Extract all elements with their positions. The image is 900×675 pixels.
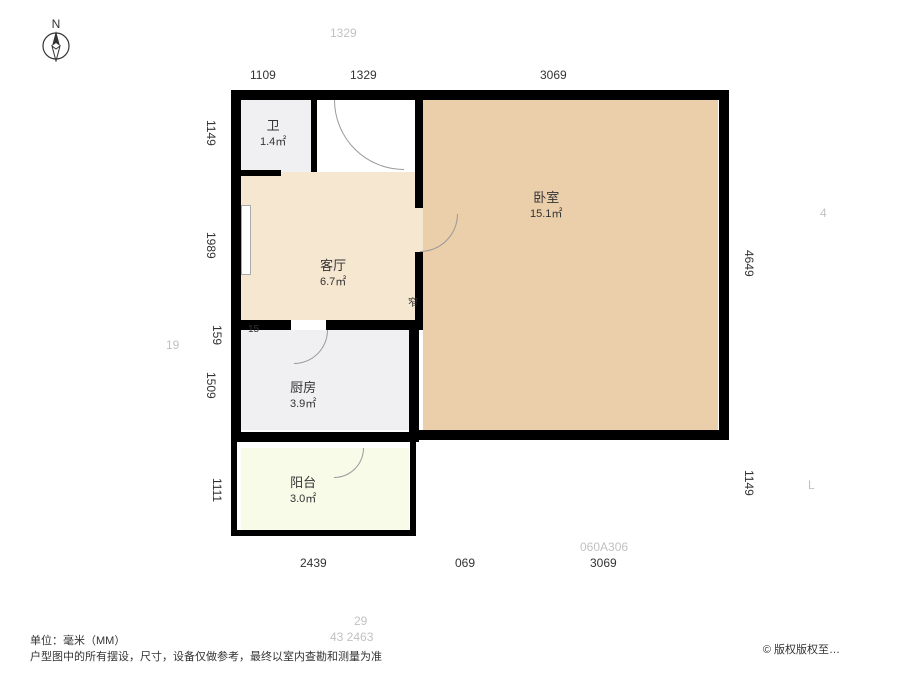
- room-bedroom: [423, 100, 718, 430]
- wall-segment: [410, 442, 416, 536]
- wall-segment: [231, 432, 416, 442]
- wall-segment: [241, 170, 281, 176]
- room-name: 厨房: [290, 380, 316, 397]
- tiny-label: 15: [248, 324, 259, 335]
- footer-notes: 单位：毫米（MM） 户型图中的所有摆设，尺寸，设备仅做参考，最终以室内查勘和测量…: [30, 634, 382, 665]
- room-name: 卧室: [530, 190, 562, 207]
- room-label-bathroom: 卫1.4㎡: [260, 118, 286, 149]
- wall-segment: [231, 530, 416, 536]
- faint-mark: 060A306: [580, 540, 628, 554]
- faint-mark: 19: [166, 338, 179, 352]
- fixture: [241, 205, 251, 275]
- wall-segment: [231, 320, 291, 330]
- wall-segment: [326, 320, 419, 330]
- compass-label: N: [52, 18, 61, 31]
- room-label-living: 客厅6.7㎡: [320, 258, 346, 289]
- dimension-label: 1111: [210, 478, 224, 502]
- dimension-label: 159: [210, 325, 224, 345]
- copyright-text: © 版权版权至…: [763, 641, 840, 657]
- room-name: 客厅: [320, 258, 346, 275]
- wall-segment: [415, 430, 729, 440]
- wall-segment: [231, 90, 729, 100]
- dimension-label: 4649: [742, 250, 756, 277]
- dimension-label: 1149: [204, 120, 218, 146]
- room-area: 15.1㎡: [530, 207, 562, 221]
- room-name: 卫: [260, 118, 286, 135]
- faint-mark: 29: [354, 614, 367, 628]
- wall-segment: [415, 252, 423, 330]
- room-label-kitchen: 厨房3.9㎡: [290, 380, 316, 411]
- dimension-label: 1989: [204, 232, 218, 259]
- room-area: 1.4㎡: [260, 135, 286, 149]
- dimension-label: 3069: [540, 68, 567, 82]
- dimension-label: 069: [455, 556, 475, 570]
- room-balcony: [241, 448, 409, 530]
- wall-segment: [311, 100, 317, 172]
- faint-mark: 1329: [330, 26, 357, 40]
- wall-segment: [231, 90, 241, 442]
- wall-segment: [415, 100, 423, 208]
- wall-segment: [231, 442, 237, 536]
- dimension-label: 1149: [742, 470, 756, 496]
- room-label-bedroom: 卧室15.1㎡: [530, 190, 562, 221]
- faint-mark: 4: [820, 206, 827, 220]
- room-kitchen: [241, 330, 409, 430]
- floorplan-canvas: N 卧室15.1㎡客厅6.7㎡卫1.4㎡厨房3.9㎡阳台3.0㎡ 1109132…: [0, 0, 900, 675]
- compass-icon: N: [36, 18, 76, 67]
- dimension-label: 1109: [250, 68, 276, 82]
- room-living: [241, 172, 423, 320]
- wall-segment: [719, 90, 729, 440]
- room-area: 3.9㎡: [290, 397, 316, 411]
- dimension-label: 3069: [590, 556, 617, 570]
- wall-segment: [409, 330, 419, 442]
- tiny-label: 窄: [408, 294, 418, 309]
- room-name: 阳台: [290, 475, 316, 492]
- room-area: 6.7㎡: [320, 275, 346, 289]
- footer-unit: 单位：毫米（MM）: [30, 634, 382, 649]
- dimension-label: 1329: [350, 68, 377, 82]
- room-label-balcony: 阳台3.0㎡: [290, 475, 316, 506]
- dimension-label: 2439: [300, 556, 327, 570]
- room-area: 3.0㎡: [290, 492, 316, 506]
- faint-mark: L: [808, 478, 815, 492]
- footer-disclaimer: 户型图中的所有摆设，尺寸，设备仅做参考，最终以室内查勘和测量为准: [30, 650, 382, 665]
- dimension-label: 1509: [204, 372, 218, 399]
